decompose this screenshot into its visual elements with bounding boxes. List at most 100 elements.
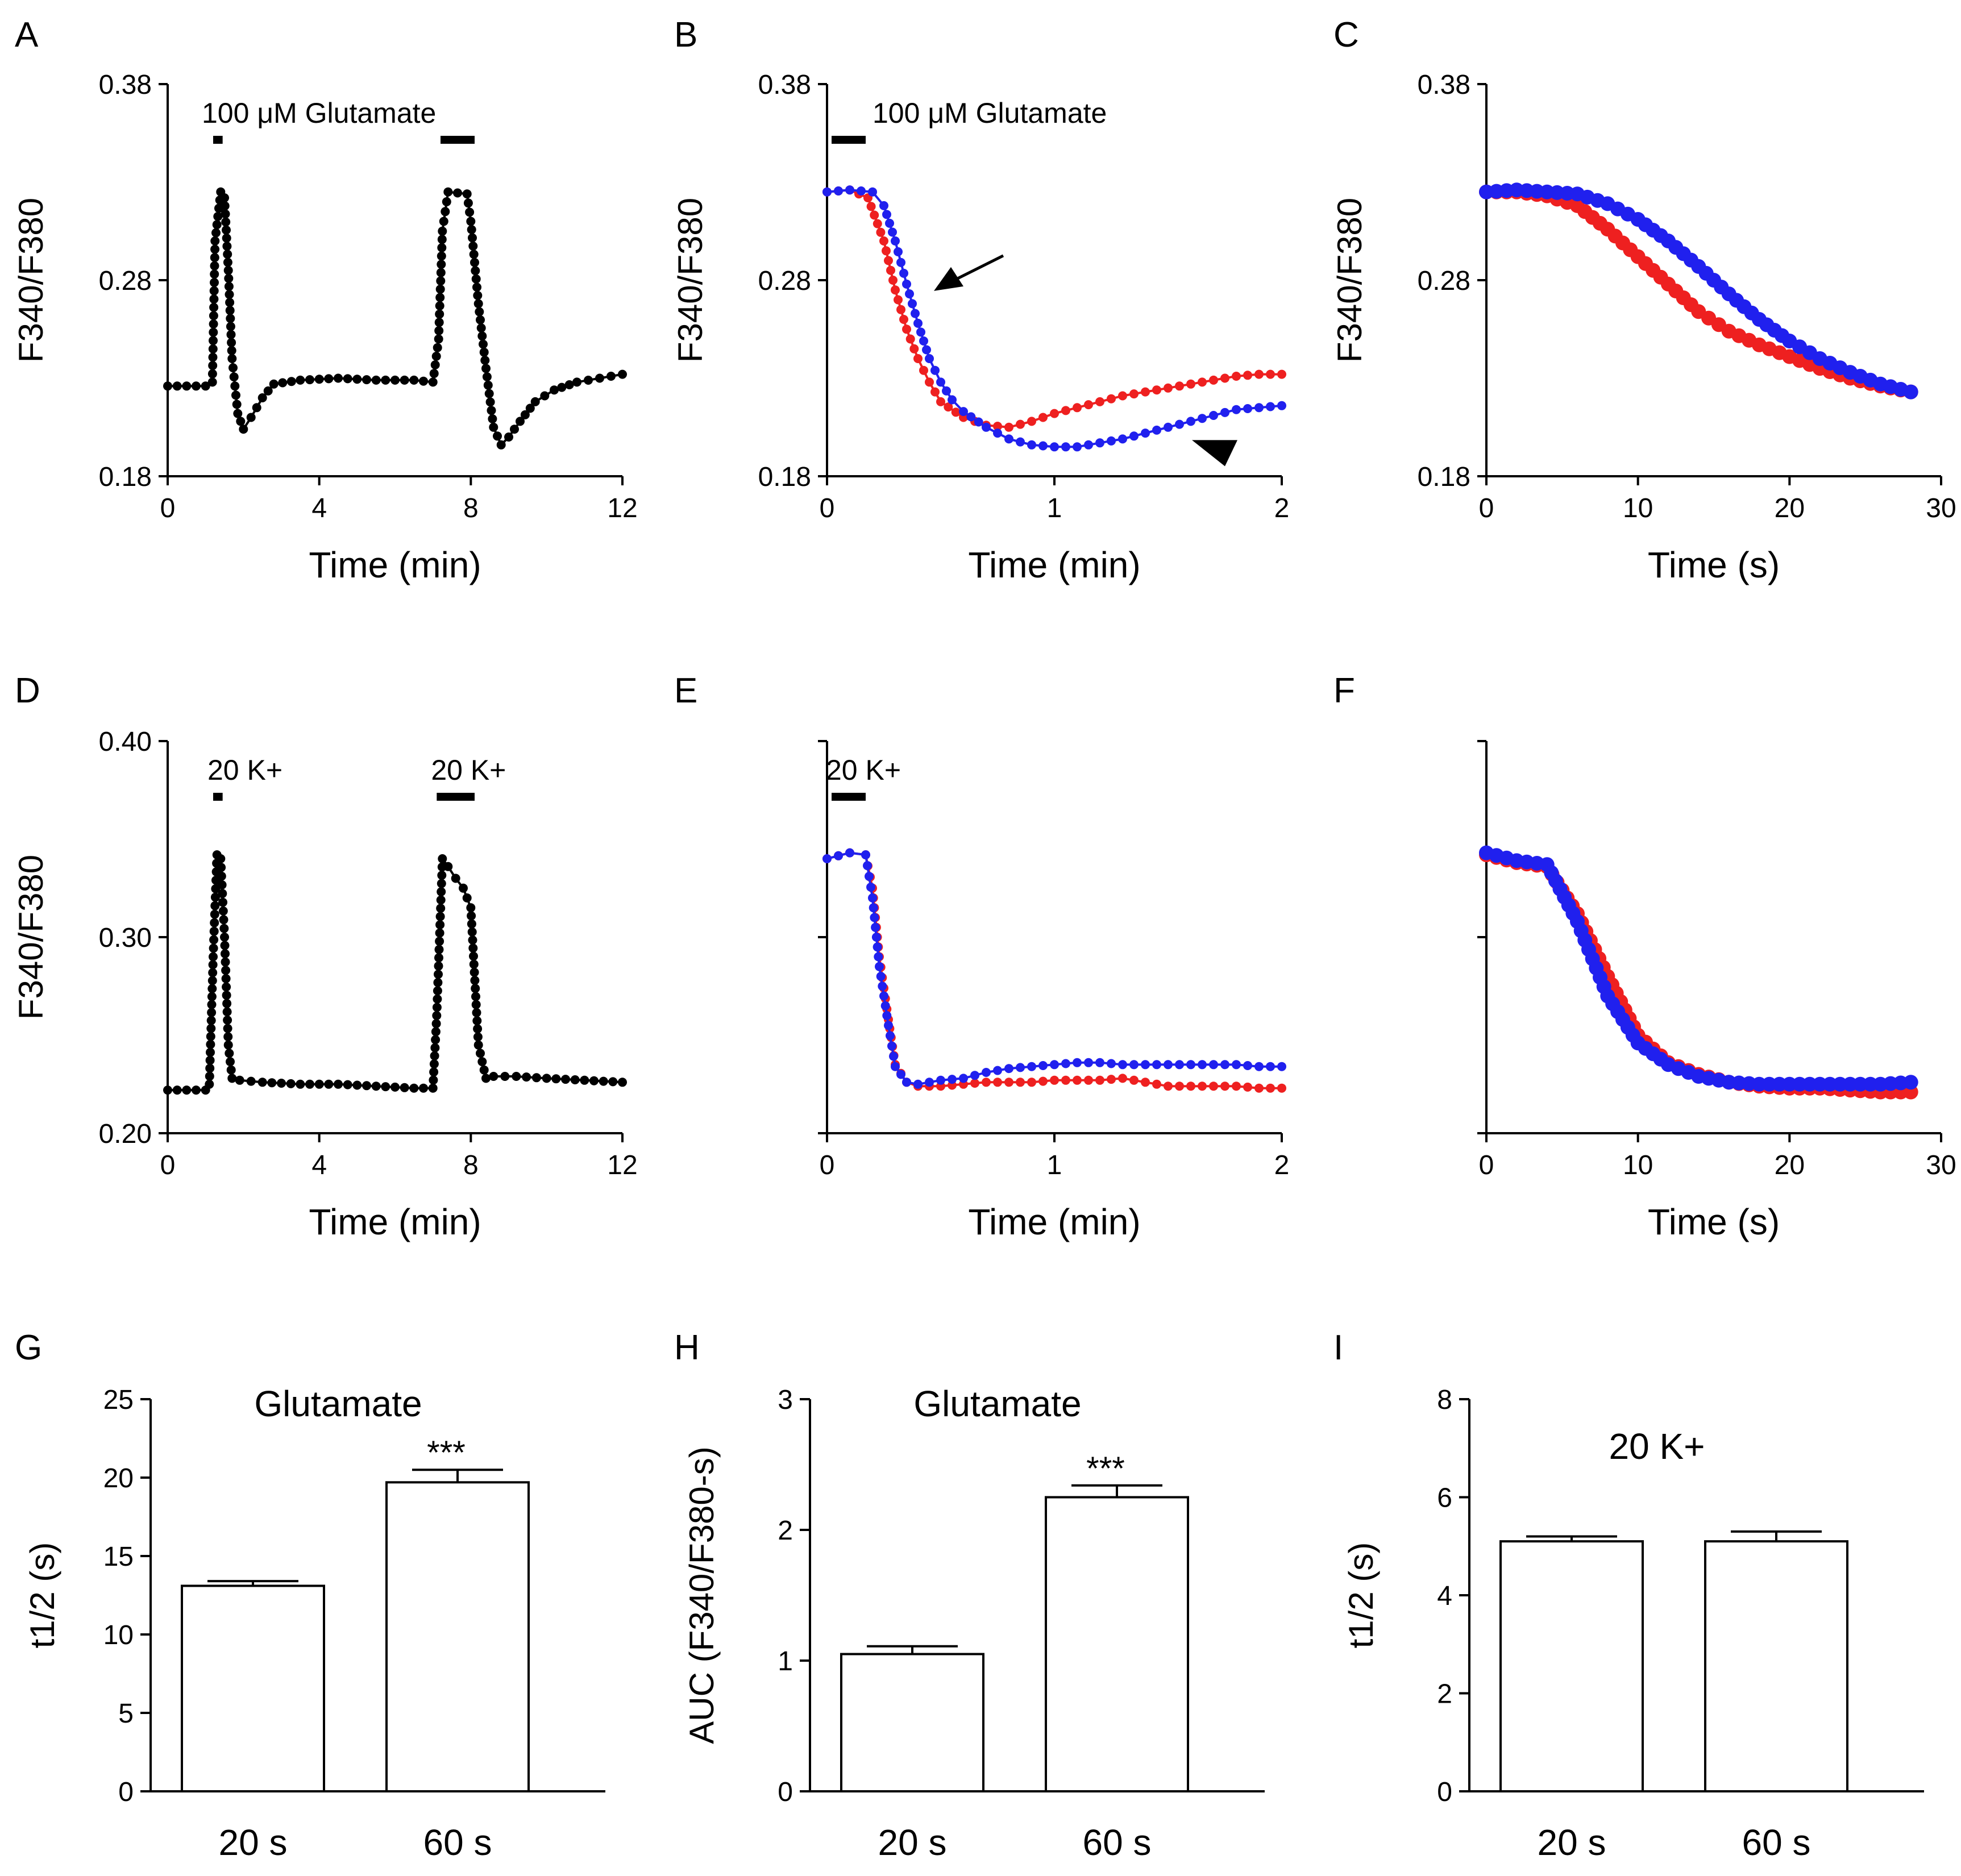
panel-a-stimulus-label: 100 μM Glutamate	[202, 97, 436, 129]
panel-d-data-point	[220, 941, 230, 950]
panel-a-data-point	[433, 343, 442, 352]
panel-d-stimulus-bar	[213, 793, 223, 801]
panel-e-data-point	[1266, 1062, 1275, 1071]
panel-d-data-point	[400, 1083, 409, 1092]
panel-a-data-point	[222, 234, 231, 243]
panel-a-data-point	[437, 243, 447, 252]
panel-a-data-point	[434, 334, 443, 344]
panel-b-data-point	[936, 397, 945, 406]
panel-letter-e: E	[674, 671, 697, 710]
panel-a-x-tick-label: 12	[607, 493, 637, 523]
panel-a-data-point	[362, 375, 371, 385]
panel-d-data-point	[246, 1076, 256, 1086]
panel-d-data-point	[469, 951, 478, 961]
panel-d-data-point	[206, 1016, 216, 1025]
panel-d-data-point	[217, 871, 226, 881]
panel-e-data-point	[1050, 1075, 1059, 1085]
panel-f-x-tick-label: 0	[1479, 1150, 1494, 1180]
panel-c-x-tick-label: 20	[1775, 493, 1805, 523]
panel-f-data-point	[1792, 1076, 1808, 1092]
panel-f-series-line-0	[1486, 854, 1911, 1093]
panel-b-data-point	[884, 256, 893, 265]
panel-b-data-point	[1061, 442, 1070, 452]
panel-b-data-point	[1027, 417, 1036, 426]
panel-d-data-point	[542, 1074, 551, 1083]
panel-b-data-point	[1220, 373, 1229, 383]
panel-d-data-point	[207, 984, 217, 993]
panel-h-category-label-0: 20 s	[878, 1822, 947, 1863]
panel-c-chart: 0 10 20 30 0.18 0.28 0.38 Time (s) F340/F380	[1331, 70, 1956, 585]
panel-b-data-point	[879, 236, 888, 246]
panel-d-data-point	[589, 1076, 599, 1085]
panel-d-data-point	[314, 1079, 324, 1089]
panel-b-arrowhead-marker	[1192, 440, 1237, 467]
panel-b-chart: 0 1 2 0.18 0.28 0.38 Time (min) F340/F380 100 μM…	[671, 70, 1289, 585]
panel-b-data-point	[1209, 411, 1218, 420]
panel-a-data-point	[263, 386, 273, 396]
panel-a-data-point	[475, 307, 484, 317]
panel-f-x-tick-label: 20	[1775, 1150, 1805, 1180]
panel-a-data-point	[229, 372, 239, 382]
panel-b-data-point	[1016, 419, 1025, 429]
panel-letter-c: C	[1333, 15, 1359, 55]
panel-b-data-point	[1004, 422, 1013, 432]
panel-c-y-tick-label: 0.18	[1418, 462, 1470, 492]
panel-a-data-point	[210, 278, 219, 288]
panel-b-x-tick-label: 0	[820, 493, 835, 523]
panel-d-data-point	[618, 1078, 627, 1087]
panel-d-data-point	[472, 1016, 482, 1026]
panel-b-series-line-1	[826, 189, 1282, 448]
panel-e-data-point	[1118, 1074, 1127, 1083]
panel-a-data-point	[437, 260, 446, 269]
panel-b-data-point	[1266, 369, 1275, 379]
panel-a-data-point	[209, 294, 219, 304]
panel-d-data-point	[551, 1074, 561, 1084]
panel-e-data-point	[882, 1011, 892, 1020]
panel-d-data-point	[432, 1011, 442, 1020]
panel-b-data-point	[916, 327, 925, 337]
panel-b-data-point	[1243, 371, 1252, 380]
panel-b-data-point	[896, 257, 905, 267]
panel-a-data-point	[479, 339, 488, 349]
panel-d-data-point	[205, 1063, 215, 1073]
panel-a-data-point	[220, 201, 230, 211]
panel-h-significance: ***	[1086, 1450, 1125, 1487]
panel-d-data-point	[512, 1072, 521, 1081]
panel-a-data-point	[400, 375, 409, 385]
panel-c-series-line-0	[1486, 190, 1912, 393]
panel-b-x-tick-label: 1	[1047, 493, 1062, 523]
panel-d-data-point	[305, 1079, 314, 1089]
panel-a-data-point	[371, 375, 381, 385]
panel-a-data-point	[462, 189, 472, 199]
panel-d-data-point	[580, 1075, 589, 1085]
panel-d-data-point	[334, 1079, 343, 1089]
panel-d-data-point	[434, 953, 443, 963]
panel-d-data-point	[208, 968, 218, 977]
panel-a-data-point	[439, 217, 448, 226]
panel-d-data-point	[431, 1019, 441, 1029]
panel-b-stimulus-label: 100 μM Glutamate	[873, 97, 1107, 129]
panel-g-y-tick-label: 5	[118, 1699, 134, 1729]
panel-d-data-point	[209, 952, 218, 962]
panel-d-data-point	[432, 1003, 442, 1012]
panel-a-data-point	[431, 351, 441, 361]
panel-d-data-point	[219, 924, 229, 933]
panel-a-data-point	[224, 273, 234, 283]
panel-e-data-point	[1232, 1081, 1241, 1091]
panel-e-data-point	[902, 1078, 911, 1087]
panel-b-data-point	[1141, 429, 1150, 438]
panel-e-data-point	[1209, 1060, 1218, 1070]
panel-d-data-point	[210, 901, 220, 910]
panel-b-data-point	[876, 227, 886, 237]
panel-a-data-point	[225, 290, 234, 300]
panel-e-data-point	[1118, 1060, 1127, 1070]
panel-a-data-point	[212, 220, 222, 230]
panel-d-data-point	[469, 959, 479, 969]
panel-d-data-point	[608, 1077, 618, 1087]
panel-a-data-point	[223, 249, 232, 259]
panel-e-data-point	[1038, 1076, 1048, 1086]
panel-a-data-point	[226, 330, 236, 339]
panel-a-data-point	[226, 314, 235, 323]
panel-a-data-point	[223, 265, 233, 275]
panel-d-data-point	[257, 1078, 267, 1087]
